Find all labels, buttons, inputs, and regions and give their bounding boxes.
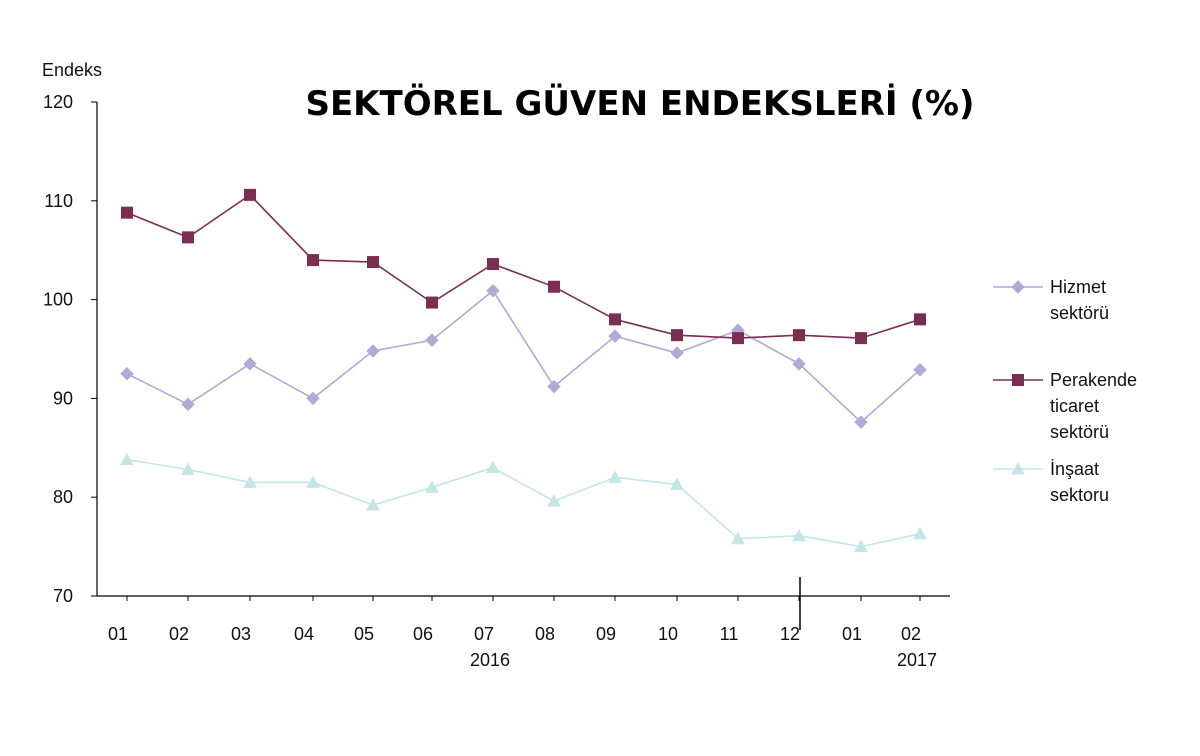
data-point — [244, 188, 256, 201]
data-point — [366, 498, 380, 511]
data-point — [121, 206, 133, 219]
legend-label: Hizmet — [1050, 277, 1106, 297]
x-tick-label: 08 — [535, 624, 555, 644]
x-tick-label: 04 — [294, 624, 314, 644]
series-line — [126, 193, 921, 339]
data-point — [425, 480, 439, 493]
data-point — [855, 332, 867, 345]
data-point — [367, 256, 379, 269]
x-tick-label: 07 — [474, 624, 494, 644]
data-point — [243, 357, 257, 371]
y-tick-label: 120 — [43, 92, 73, 112]
data-point — [487, 258, 499, 271]
data-point — [854, 539, 868, 553]
data-point — [913, 526, 927, 540]
data-point — [181, 397, 195, 412]
legend-item-2: İnşaat sektoru — [993, 459, 1109, 505]
legend: Hizmet sektörü Perakende ticaret sektörü İnşa… — [993, 277, 1137, 505]
data-point — [486, 284, 500, 298]
data-point — [182, 231, 194, 244]
x-tick-label: 10 — [658, 624, 678, 644]
x-tick-label: 06 — [413, 624, 433, 644]
legend-label: Perakende — [1050, 370, 1137, 390]
data-point — [548, 280, 560, 293]
data-point — [547, 379, 561, 394]
data-point — [120, 452, 134, 466]
legend-label: sektörü — [1050, 303, 1109, 323]
data-point — [306, 475, 320, 488]
series-line — [126, 458, 921, 548]
data-point — [608, 329, 622, 343]
axes: 70 80 90 100 110 120 01 02 03 04 05 06 07 08 09 10 11 12 0… — [43, 92, 950, 670]
legend-item-0: Hizmet sektörü — [993, 277, 1109, 323]
data-point — [670, 346, 684, 360]
legend-marker — [1011, 280, 1025, 294]
y-tick-label: 110 — [44, 191, 73, 211]
data-point — [792, 357, 806, 371]
data-point — [120, 366, 134, 381]
y-axis-label: Endeks — [42, 60, 102, 80]
data-point — [181, 462, 195, 476]
legend-item-1: Perakende ticaret sektörü — [993, 370, 1137, 442]
series-1 — [121, 188, 926, 345]
data-point — [671, 329, 683, 342]
data-point — [243, 475, 257, 488]
legend-label: sektörü — [1050, 422, 1109, 442]
series-2 — [120, 452, 927, 553]
y-tick-label: 100 — [43, 290, 73, 310]
y-tick-label: 70 — [53, 586, 73, 606]
legend-marker — [1011, 461, 1025, 475]
chart-title: SEKTÖREL GÜVEN ENDEKSLERİ (%) — [305, 83, 974, 124]
data-point — [732, 332, 744, 345]
x-tick-label: 11 — [720, 624, 739, 644]
x-tick-label: 01 — [842, 624, 862, 644]
series-line — [126, 289, 921, 424]
data-point — [608, 470, 622, 483]
legend-label: sektoru — [1050, 485, 1109, 505]
x-tick-label: 05 — [354, 624, 374, 644]
data-point — [913, 363, 927, 377]
data-point — [854, 415, 868, 429]
data-point — [670, 477, 684, 490]
data-point — [914, 313, 926, 326]
data-point — [609, 313, 621, 326]
x-tick-label: 02 — [901, 624, 921, 644]
data-point — [426, 296, 438, 309]
data-point — [547, 494, 561, 507]
data-point — [793, 329, 805, 342]
series-layer — [120, 188, 927, 553]
data-point — [425, 333, 439, 347]
legend-label: ticaret — [1050, 396, 1099, 416]
y-tick-label: 80 — [53, 487, 73, 507]
legend-label: İnşaat — [1050, 459, 1099, 479]
data-point — [366, 344, 380, 358]
data-point — [792, 528, 806, 542]
x-tick-label: 09 — [596, 624, 616, 644]
series-0 — [120, 284, 927, 429]
y-tick-label: 90 — [53, 388, 73, 408]
year-label-2017: 2017 — [897, 650, 937, 670]
data-point — [307, 254, 319, 267]
x-tick-label: 01 — [108, 624, 128, 644]
data-point — [306, 391, 320, 406]
data-point — [731, 531, 745, 545]
legend-marker — [1012, 374, 1024, 386]
x-tick-label: 12 — [780, 624, 800, 644]
x-tick-label: 03 — [231, 624, 251, 644]
data-point — [486, 460, 500, 474]
year-label-2016: 2016 — [470, 650, 510, 670]
x-tick-label: 02 — [169, 624, 189, 644]
